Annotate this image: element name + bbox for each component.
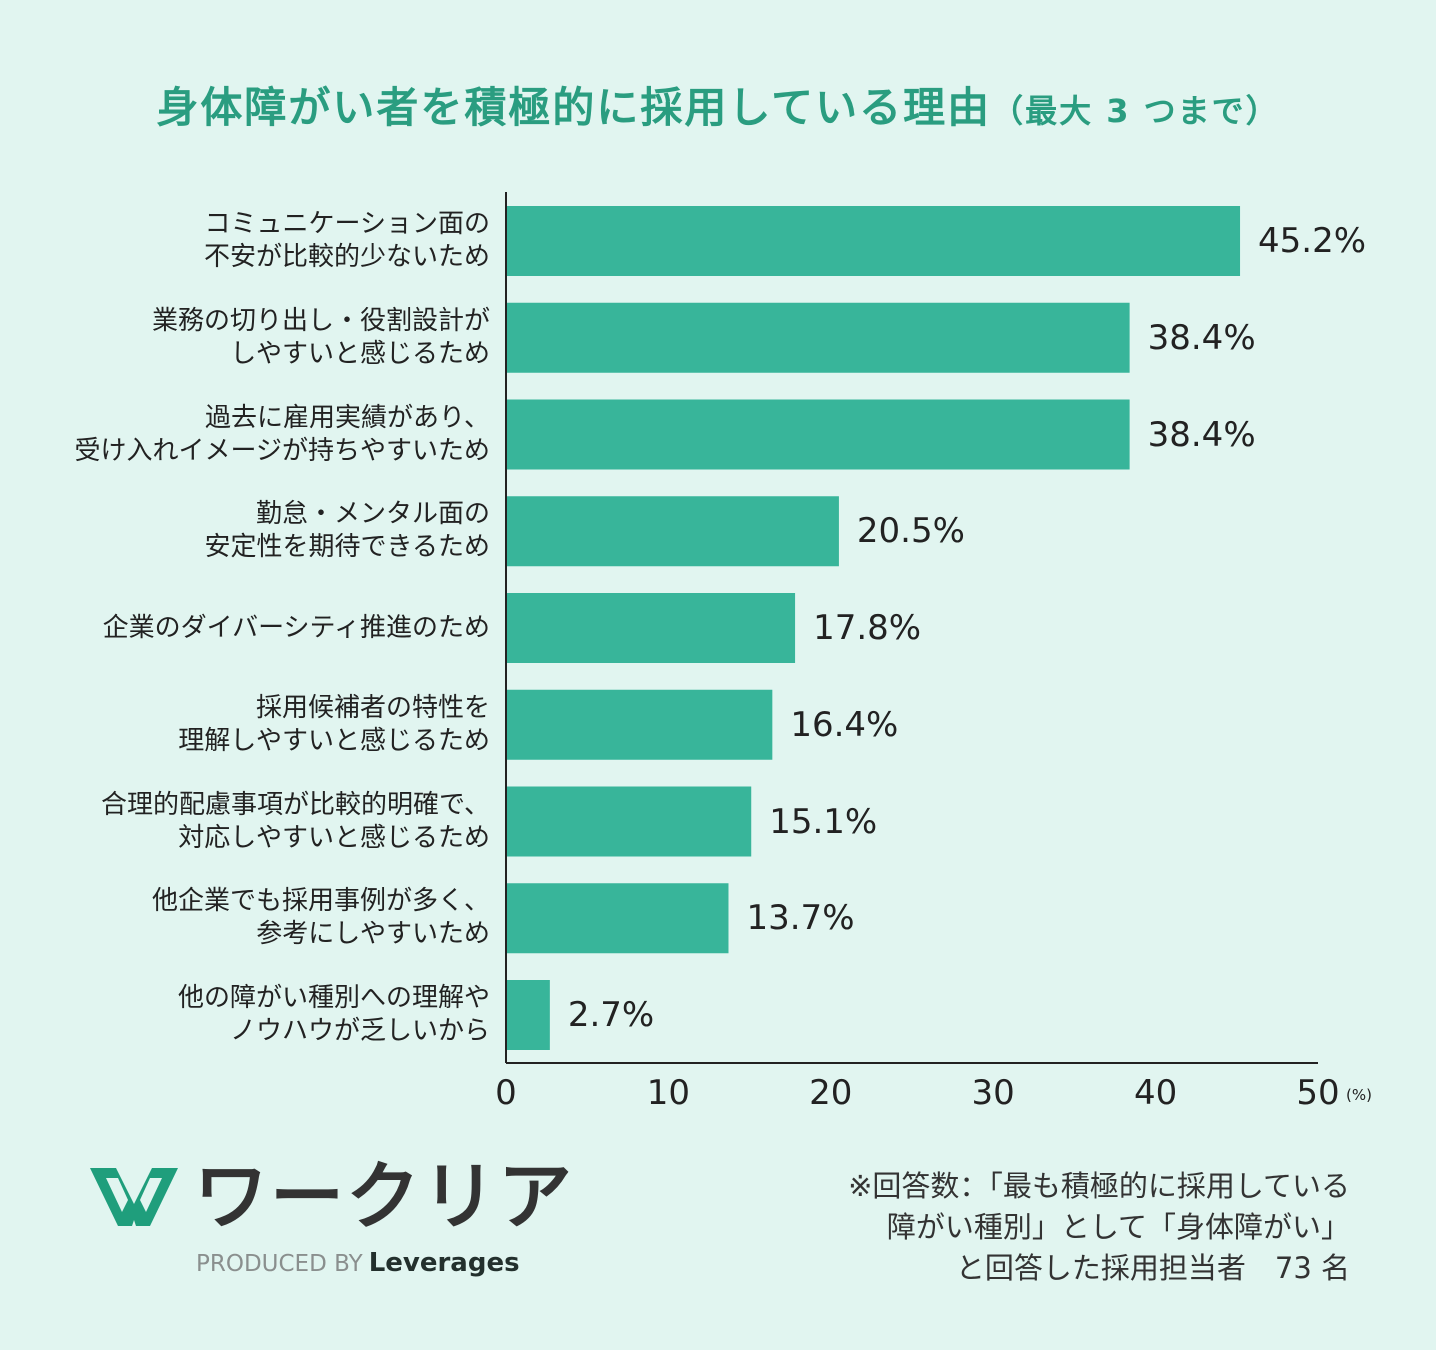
value-label: 13.7% [746,898,855,939]
produced-by-label: PRODUCED BY [196,1251,363,1277]
value-label: 38.4% [1147,414,1256,455]
x-tick-label: 10 [646,1073,691,1113]
category-label: 採用候補者の特性を 理解しやすいと感じるため [178,692,490,756]
x-tick-label: 0 [495,1073,517,1113]
category-label: 企業のダイバーシティ推進のため [102,612,490,643]
produced-by: PRODUCED BY Leverages [196,1248,520,1279]
bar [506,786,752,857]
category-label: 勤怠・メンタル面の 安定性を期待できるため [204,499,490,563]
footnote: ※回答数：「最も積極的に採用している 障がい種別」として「身体障がい」 と回答し… [848,1169,1350,1285]
bar [506,689,773,760]
bar [506,302,1130,373]
category-label: 合理的配慮事項が比較的明確で、 対応しやすいと感じるため [101,789,490,853]
bar [506,980,550,1050]
title-suffix: （最大 3 つまで） [991,92,1280,130]
category-label: 過去に雇用実績があり、 受け入れイメージが持ちやすいため [74,402,490,466]
bar [506,593,796,663]
w-logo-icon [90,1168,178,1226]
x-tick-label: 20 [809,1073,853,1113]
category-label: コミュニケーション面の 不安が比較的少ないため [203,209,490,272]
x-tick-label: 30 [971,1073,1015,1113]
value-label: 38.4% [1147,317,1256,358]
chart-title: 身体障がい者を積極的に採用している理由（最大 3 つまで） [0,82,1436,137]
logo-text: ワークリア [194,1154,574,1240]
x-axis-unit: (%) [1346,1086,1372,1104]
bar [506,206,1241,276]
bar [506,883,729,954]
value-label: 45.2% [1258,221,1367,261]
value-label: 15.1% [769,801,878,842]
value-label: 2.7% [567,995,655,1035]
x-tick-label: 40 [1133,1073,1178,1113]
value-label: 20.5% [856,511,965,552]
bar [506,496,839,567]
category-label: 他企業でも採用事例が多く、 参考にしやすいため [151,886,490,950]
x-tick-label: 50 [1296,1073,1340,1113]
category-label: 業務の切り出し・役割設計が しやすいと感じるため [151,305,490,369]
brand-name: Leverages [368,1248,520,1278]
workclear-logo: ワークリア PRODUCED BY Leverages [86,1160,572,1278]
bar [506,399,1130,470]
title-main: 身体障がい者を積極的に採用している理由 [156,83,992,132]
category-label: 他の障がい種別への理解や ノウハウが乏しいから [177,983,490,1046]
value-label: 17.8% [813,608,922,648]
value-label: 16.4% [790,704,899,745]
